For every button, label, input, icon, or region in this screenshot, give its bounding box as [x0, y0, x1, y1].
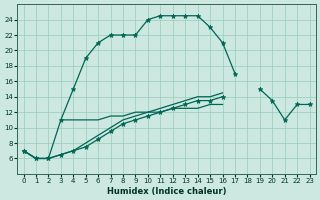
X-axis label: Humidex (Indice chaleur): Humidex (Indice chaleur)	[107, 187, 226, 196]
